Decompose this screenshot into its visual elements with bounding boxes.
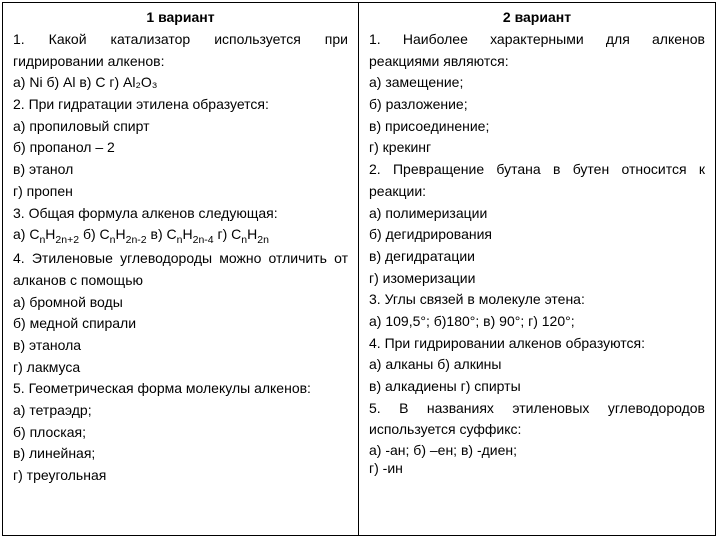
v2-q4cd: в) алкадиены г) спирты — [369, 376, 705, 398]
variant-1-column: 1 вариант 1. Какой катализатор используе… — [3, 3, 359, 535]
v2-q2a: а) полимеризации — [369, 203, 705, 225]
v1-q3-options: а) CnH2n+2 б) CnH2n-2 в) CnH2n-4 г) CnH2… — [13, 224, 348, 248]
v2-q1: 1. Наиболее характерными для алкенов реа… — [369, 29, 705, 72]
v1-q2: 2. При гидратации этилена образуется: — [13, 94, 348, 116]
v2-q2: 2. Превращение бутана в бутен относится … — [369, 159, 705, 202]
v2-q5: 5. В названиях этиленовых углеводородов … — [369, 398, 705, 441]
v1-q1: 1. Какой катализатор используется при ги… — [13, 29, 348, 72]
v1-q4d: г) лакмуса — [13, 357, 348, 379]
v1-q4a: а) бромной воды — [13, 292, 348, 314]
v1-q2d: г) пропен — [13, 181, 348, 203]
v2-q4ab: а) алканы б) алкины — [369, 354, 705, 376]
v1-q5a: а) тетраэдр; — [13, 400, 348, 422]
v2-q2c: в) дегидратации — [369, 246, 705, 268]
v1-q4: 4. Этиленовые углеводороды можно отличит… — [13, 248, 348, 291]
v2-q5d: г) -ин — [369, 459, 705, 477]
v1-q5c: в) линейная; — [13, 443, 348, 465]
v2-q2b: б) дегидрирования — [369, 224, 705, 246]
v1-q5d: г) треугольная — [13, 465, 348, 487]
v2-q1d: г) крекинг — [369, 137, 705, 159]
v2-q3-options: а) 109,5°; б)180°; в) 90°; г) 120°; — [369, 311, 705, 333]
v1-q2b: б) пропанол – 2 — [13, 137, 348, 159]
v2-q5abc: а) -ан; б) –ен; в) -диен; — [369, 441, 705, 459]
v2-q1c: в) присоединение; — [369, 116, 705, 138]
variant-1-title: 1 вариант — [13, 9, 348, 25]
v2-q3: 3. Углы связей в молекуле этена: — [369, 289, 705, 311]
v1-q5: 5. Геометрическая форма молекулы алкенов… — [13, 378, 348, 400]
v1-q2c: в) этанол — [13, 159, 348, 181]
v1-q1-options: а) Ni б) Al в) C г) Al₂O₃ — [13, 72, 348, 94]
v1-q4b: б) медной спирали — [13, 313, 348, 335]
v1-q5b: б) плоская; — [13, 422, 348, 444]
v2-q1b: б) разложение; — [369, 94, 705, 116]
variant-2-title: 2 вариант — [369, 9, 705, 25]
v2-q4: 4. При гидрировании алкенов образуются: — [369, 333, 705, 355]
variant-2-column: 2 вариант 1. Наиболее характерными для а… — [359, 3, 715, 535]
v2-q2d: г) изомеризации — [369, 268, 705, 290]
two-column-table: 1 вариант 1. Какой катализатор используе… — [2, 2, 716, 536]
v2-q1a: а) замещение; — [369, 72, 705, 94]
v1-q4c: в) этанола — [13, 335, 348, 357]
v1-q2a: а) пропиловый спирт — [13, 116, 348, 138]
v1-q3: 3. Общая формула алкенов следующая: — [13, 203, 348, 225]
